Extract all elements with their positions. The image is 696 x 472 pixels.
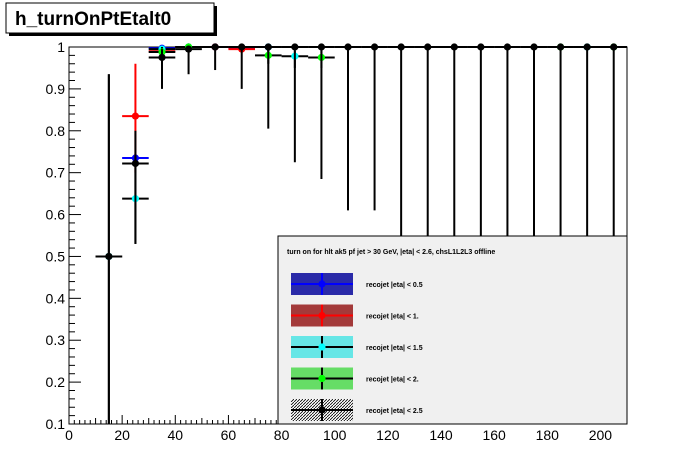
data-point bbox=[610, 43, 618, 51]
series-5 bbox=[95, 43, 627, 424]
y-tick-label: 0.7 bbox=[46, 165, 66, 181]
axes: 0 20 40 60 80 100 120 140 160 180 200 0.1 0.2 0.3 0.4 0… bbox=[46, 39, 628, 443]
data-point bbox=[370, 43, 379, 51]
data-point bbox=[158, 53, 166, 62]
legend-label: recojet |eta| < 2.5 bbox=[366, 408, 423, 415]
legend-label: recojet |eta| < 2. bbox=[366, 377, 419, 384]
data-point bbox=[131, 112, 140, 120]
data-point bbox=[450, 43, 458, 51]
legend: turn on for hlt ak5 pf jet > 30 GeV, |et… bbox=[277, 235, 628, 425]
data-point bbox=[291, 43, 299, 51]
series-layer bbox=[95, 43, 627, 424]
legend-header: turn on for hlt ak5 pf jet > 30 GeV, |et… bbox=[287, 249, 495, 256]
x-tick-label: 160 bbox=[482, 427, 506, 443]
y-tick-label: 0.2 bbox=[46, 374, 66, 390]
y-tick-label: 0.6 bbox=[46, 207, 66, 223]
x-tick-label: 60 bbox=[221, 427, 237, 443]
y-tick-label: 0.9 bbox=[46, 81, 66, 97]
x-tick-label: 20 bbox=[114, 427, 130, 443]
data-point bbox=[556, 43, 565, 51]
legend-marker bbox=[318, 406, 326, 414]
legend-marker bbox=[318, 280, 326, 288]
y-tick-label: 0.1 bbox=[46, 416, 66, 432]
y-tick-label: 0.5 bbox=[46, 248, 66, 264]
y-tick-label: 0.4 bbox=[46, 290, 66, 306]
x-tick-label: 100 bbox=[323, 427, 347, 443]
series-1 bbox=[122, 43, 282, 163]
data-point bbox=[397, 43, 405, 51]
legend-label: recojet |eta| < 1.5 bbox=[366, 345, 423, 352]
data-point bbox=[211, 43, 219, 51]
legend-entries: recojet |eta| < 0.5 recojet |eta| < 1. rec… bbox=[291, 273, 423, 421]
data-point bbox=[105, 252, 113, 261]
data-point bbox=[131, 159, 140, 168]
legend-label: recojet |eta| < 0.5 bbox=[366, 282, 423, 289]
x-tick-label: 120 bbox=[376, 427, 400, 443]
legend-entry-4: recojet |eta| < 2. bbox=[291, 367, 419, 390]
legend-entry-3: recojet |eta| < 1.5 bbox=[291, 336, 423, 358]
legend-label: recojet |eta| < 1. bbox=[366, 314, 419, 321]
x-tick-label: 40 bbox=[167, 427, 183, 443]
legend-marker bbox=[318, 311, 326, 320]
legend-marker bbox=[318, 374, 326, 383]
data-point bbox=[344, 43, 352, 51]
y-tick-label: 0.3 bbox=[46, 332, 66, 348]
data-point bbox=[477, 43, 485, 51]
y-tick-label: 0.8 bbox=[46, 123, 66, 139]
legend-box bbox=[277, 235, 628, 425]
y-tick-label: 1 bbox=[57, 39, 65, 55]
x-tick-label: 0 bbox=[65, 427, 73, 443]
title-box: h_turnOnPtEtalt0 bbox=[5, 2, 217, 36]
x-tick-label: 80 bbox=[274, 427, 290, 443]
data-point bbox=[503, 43, 512, 51]
legend-entry-1: recojet |eta| < 0.5 bbox=[291, 273, 423, 295]
legend-entry-2: recojet |eta| < 1. bbox=[291, 304, 419, 327]
legend-entry-5: recojet |eta| < 2.5 bbox=[291, 399, 423, 421]
data-point bbox=[264, 43, 272, 51]
x-tick-label: 200 bbox=[589, 427, 613, 443]
data-point bbox=[424, 43, 432, 51]
x-tick-label: 180 bbox=[536, 427, 560, 443]
data-point bbox=[530, 43, 538, 51]
data-point bbox=[238, 43, 246, 51]
data-point bbox=[317, 43, 326, 51]
x-tick-label: 140 bbox=[429, 427, 453, 443]
legend-marker bbox=[318, 343, 326, 351]
chart-title: h_turnOnPtEtalt0 bbox=[15, 9, 171, 30]
data-point bbox=[583, 43, 591, 51]
data-point bbox=[184, 45, 193, 53]
